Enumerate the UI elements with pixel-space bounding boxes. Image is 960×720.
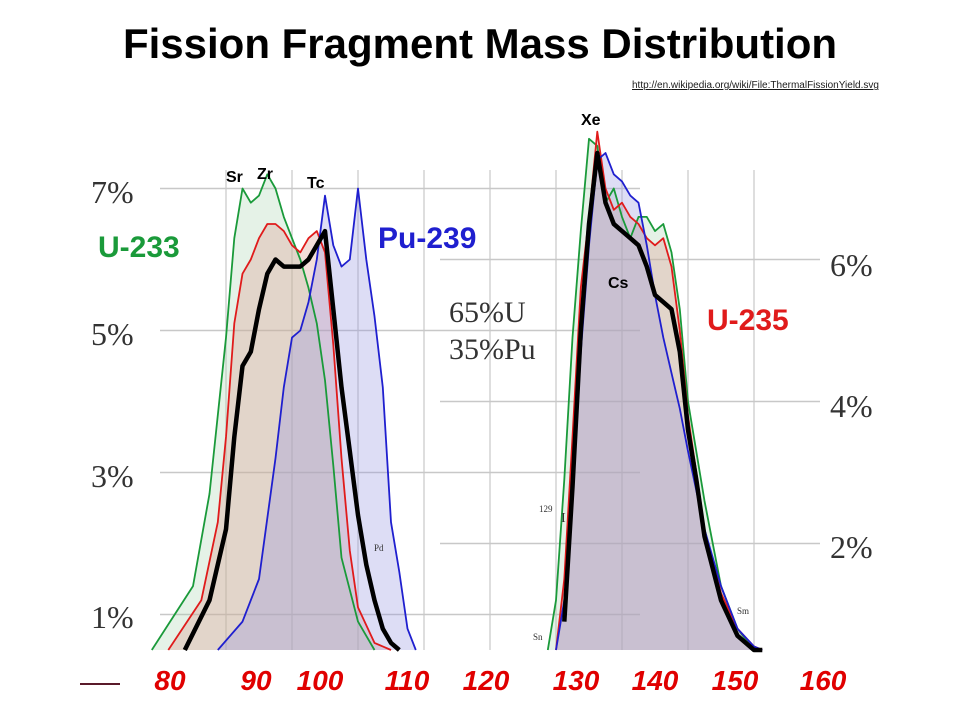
line-u-235 <box>167 223 392 651</box>
x-tick-label: 140 <box>632 665 679 696</box>
series-lines <box>151 130 763 653</box>
isotope-label-pd: Pd <box>374 543 384 553</box>
line-u-233 <box>151 173 376 651</box>
isotope-label-i129: I <box>561 511 566 526</box>
line-pu-239 <box>217 187 417 651</box>
x-tick-label: 80 <box>154 665 186 696</box>
isotope-label-sn: Sn <box>533 632 543 642</box>
x-tick-label: 100 <box>297 665 344 696</box>
y-left-tick-label: 1% <box>91 599 134 635</box>
area-pu-239 <box>556 153 763 650</box>
series-label-pu239: Pu-239 <box>378 222 476 255</box>
y-right-tick-label: 4% <box>830 388 873 424</box>
mix-label-line2: 35%Pu <box>449 333 536 366</box>
series-label-u235: U-235 <box>707 304 789 337</box>
text-labels: 7% 5% 3% 1% 6% 4% 2% 65%U 35%Pu U-233 Pu… <box>91 112 873 642</box>
y-right-tick-label: 6% <box>830 247 873 283</box>
source-link[interactable]: http://en.wikipedia.org/wiki/File:Therma… <box>632 80 879 91</box>
x-axis-ticks: 80 90 100 110 120 130 140 150 160 <box>154 665 846 696</box>
line-u-233 <box>546 137 755 651</box>
series-label-u233: U-233 <box>98 231 180 264</box>
area-u-233 <box>151 174 375 651</box>
x-tick-label: 90 <box>240 665 272 696</box>
y-right-tick-label: 2% <box>830 529 873 565</box>
x-tick-label: 120 <box>463 665 510 696</box>
line-65-u-35-pu <box>182 228 401 652</box>
isotope-label-i129-mass: 129 <box>539 504 553 514</box>
y-left-tick-label: 7% <box>91 174 134 210</box>
element-label-cs: Cs <box>608 275 629 292</box>
grid-lines <box>160 170 820 650</box>
element-label-zr: Zr <box>257 166 273 183</box>
element-label-xe: Xe <box>581 112 601 129</box>
area-pu-239 <box>217 188 416 650</box>
x-tick-label: 110 <box>385 665 430 696</box>
y-left-tick-label: 3% <box>91 458 134 494</box>
isotope-label-sm: Sm <box>737 606 749 616</box>
chart-title: Fission Fragment Mass Distribution <box>122 20 838 67</box>
line-65-u-35-pu <box>562 150 763 653</box>
x-tick-label: 130 <box>553 665 600 696</box>
element-label-sr: Sr <box>226 169 243 186</box>
mix-label-line1: 65%U <box>449 296 526 329</box>
element-label-tc: Tc <box>307 175 325 192</box>
area-u-235 <box>556 131 763 650</box>
x-tick-label: 150 <box>712 665 759 696</box>
y-left-tick-label: 5% <box>91 316 134 352</box>
x-tick-label: 160 <box>800 665 847 696</box>
area-fills <box>151 131 763 651</box>
